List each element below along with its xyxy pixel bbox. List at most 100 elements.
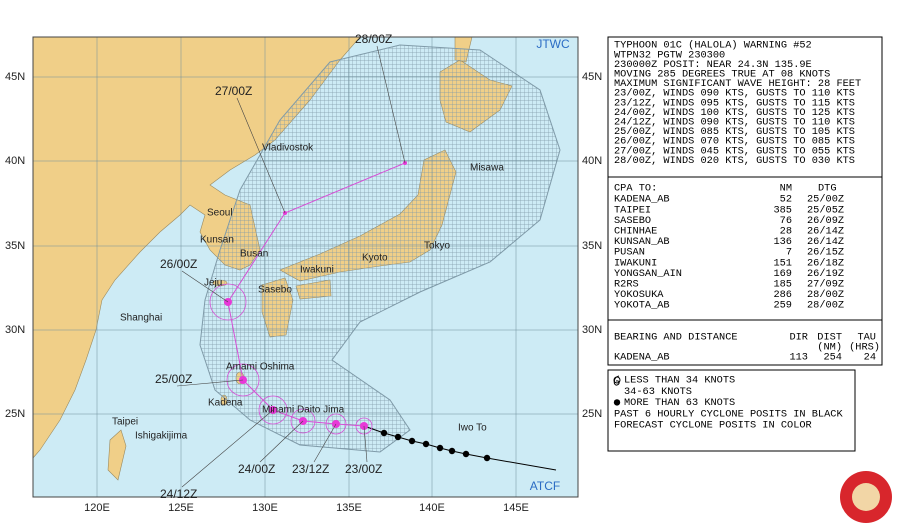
bearing-unit: (NM) bbox=[817, 342, 842, 354]
past-posit bbox=[422, 440, 430, 448]
place-label: Shanghai bbox=[120, 313, 162, 324]
warning-line: WTPN32 PGTW 230300 bbox=[614, 49, 725, 61]
forecast-line: 24/00Z, WINDS 100 KTS, GUSTS TO 125 KTS bbox=[614, 107, 855, 119]
place-label: Ishigakijima bbox=[135, 431, 188, 442]
cpa-nm: 28 bbox=[780, 226, 792, 238]
bearing-head: DIR bbox=[789, 332, 808, 344]
lat-label: 35N bbox=[582, 240, 602, 252]
cpa-dtg: 26/14Z bbox=[807, 226, 844, 238]
bearing-site: KADENA_AB bbox=[614, 352, 670, 364]
warning-line: MAXIMUM SIGNIFICANT WAVE HEIGHT: 28 FEET bbox=[614, 78, 861, 90]
logo-inner bbox=[852, 483, 880, 511]
lon-label: 135E bbox=[336, 502, 362, 514]
forecast-label: 25/00Z bbox=[155, 372, 192, 386]
forecast-label: 24/00Z bbox=[238, 462, 275, 476]
past-posit bbox=[408, 437, 416, 445]
cpa-dtg: 27/09Z bbox=[807, 279, 844, 291]
cpa-dtg: 25/00Z bbox=[807, 194, 844, 206]
forecast-line: 26/00Z, WINDS 070 KTS, GUSTS TO 085 KTS bbox=[614, 136, 855, 148]
warning-line: MOVING 285 DEGREES TRUE AT 08 KNOTS bbox=[614, 69, 830, 81]
leader-line bbox=[176, 379, 244, 387]
bearing-title: BEARING AND DISTANCE bbox=[614, 332, 738, 344]
forecast-label: 23/12Z bbox=[292, 462, 329, 476]
lon-label: 140E bbox=[419, 502, 445, 514]
leader-line bbox=[313, 423, 337, 463]
place-label: Busan bbox=[240, 249, 268, 260]
lat-label: 25N bbox=[582, 408, 602, 420]
wind-radius bbox=[325, 413, 347, 435]
lat-label: 25N bbox=[5, 408, 25, 420]
lat-label: 40N bbox=[582, 155, 602, 167]
legend-symbol bbox=[613, 399, 621, 406]
cpa-nm: 185 bbox=[773, 279, 792, 291]
cpa-nm: 136 bbox=[773, 236, 792, 248]
place-label: Amami Oshima bbox=[226, 362, 295, 373]
wind-radius bbox=[290, 408, 316, 434]
legend-panel bbox=[607, 369, 856, 452]
legend-line: LESS THAN 34 KNOTS bbox=[624, 375, 735, 387]
forecast-label: 24/12Z bbox=[160, 487, 197, 501]
forecast-label: 28/00Z bbox=[355, 32, 392, 46]
past-posit bbox=[483, 454, 491, 462]
cpa-nm: 76 bbox=[780, 215, 792, 227]
cpa-site: R2RS bbox=[614, 279, 639, 291]
lon-label: 130E bbox=[252, 502, 278, 514]
cpa-nm: 7 bbox=[786, 247, 792, 259]
place-label: Iwo To bbox=[458, 423, 487, 434]
lat-label: 30N bbox=[5, 324, 25, 336]
wind-radius bbox=[226, 363, 260, 397]
cpa-site: YONGSAN_AIN bbox=[614, 268, 682, 280]
bearing-head: DIST bbox=[817, 332, 842, 344]
cpa-nm: 151 bbox=[773, 257, 792, 269]
forecast-track bbox=[227, 162, 406, 427]
cpa-dtg: 26/19Z bbox=[807, 268, 844, 280]
legend-symbol bbox=[613, 375, 620, 386]
lat-label: 45N bbox=[582, 71, 602, 83]
place-label: Kadena bbox=[208, 398, 243, 409]
cpa-dtg: 26/18Z bbox=[807, 257, 844, 269]
leader-line bbox=[236, 97, 286, 214]
lat-label: 35N bbox=[5, 240, 25, 252]
past-posit bbox=[394, 433, 402, 441]
leader-line bbox=[363, 425, 368, 463]
legend-line: MORE THAN 63 KNOTS bbox=[624, 397, 735, 409]
forecast-line: 28/00Z, WINDS 020 KTS, GUSTS TO 030 KTS bbox=[614, 155, 855, 167]
system-label: ATCF bbox=[530, 479, 560, 493]
cpa-site: IWAKUNI bbox=[614, 257, 657, 269]
place-label: Iwakuni bbox=[300, 265, 334, 276]
legend-line: FORECAST CYCLONE POSITS IN COLOR bbox=[614, 420, 812, 432]
cpa-dtg: 25/05Z bbox=[807, 204, 844, 216]
leader-line bbox=[181, 270, 229, 303]
place-label: Misawa bbox=[470, 163, 504, 174]
forecast-label: 27/00Z bbox=[215, 84, 252, 98]
cpa-dtg: 26/09Z bbox=[807, 215, 844, 227]
bearing-head: TAU bbox=[857, 332, 876, 344]
past-posit bbox=[462, 450, 470, 458]
mainland bbox=[33, 37, 361, 459]
cpa-dtg: 26/15Z bbox=[807, 247, 844, 259]
cpa-site: KUNSAN_AB bbox=[614, 236, 670, 248]
past-posit bbox=[380, 429, 388, 437]
agency-label: JTWC bbox=[536, 37, 570, 51]
cpa-site: TAIPEI bbox=[614, 204, 651, 216]
wind-radius bbox=[209, 283, 247, 321]
place-label: Vladivostok bbox=[262, 143, 314, 154]
cpa-nm: 385 bbox=[773, 204, 792, 216]
cpa-nm: 169 bbox=[773, 268, 792, 280]
forecast-label: 26/00Z bbox=[160, 257, 197, 271]
forecast-line: 24/12Z, WINDS 090 KTS, GUSTS TO 110 KTS bbox=[614, 117, 855, 129]
danger-area bbox=[199, 44, 561, 453]
warning-line: 230000Z POSIT: NEAR 24.3N 135.9E bbox=[614, 59, 812, 71]
bearing-value: 24 bbox=[864, 352, 876, 364]
cpa-site: YOKOSUKA bbox=[614, 289, 664, 301]
cpa-site: KADENA_AB bbox=[614, 194, 670, 206]
warning-panel bbox=[607, 36, 883, 366]
taiwan bbox=[107, 429, 127, 481]
cpa-head: NM bbox=[780, 183, 792, 195]
wind-radius bbox=[258, 395, 288, 425]
lon-label: 145E bbox=[503, 502, 529, 514]
cpa-site: CHINHAE bbox=[614, 226, 657, 238]
past-posit bbox=[436, 444, 444, 452]
place-label: Taipei bbox=[112, 417, 138, 428]
